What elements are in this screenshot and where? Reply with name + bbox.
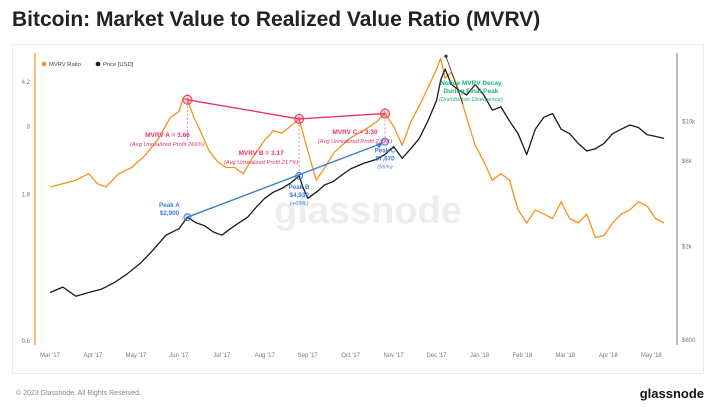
notice-sub: (Distribution Divergence) [439,97,503,103]
x-tick-label: Apr '18 [599,353,618,359]
price-peak-marker [183,213,192,222]
glassnode-logo: glassnode [639,386,704,401]
peak-b-label: Peak B [289,184,310,191]
mvrv-c-sub: (Avg Unrealized Profit 230%) [318,139,393,145]
price-line [49,68,665,297]
x-tick-label: Jun '17 [169,353,189,359]
legend-mvrv-label: MVRV Ratio [49,62,81,68]
x-tick-label: Mar '17 [40,353,60,359]
x-tick-label: Mar '18 [555,353,575,359]
mvrv-b-sub: (Avg Unrealized Profit 217%) [224,160,299,166]
x-tick-label: Oct '17 [341,353,360,359]
mvrv-peak-trend-ab [187,99,300,120]
x-tick-label: Feb '18 [512,353,532,359]
y-right-tick-label: $6k [682,159,693,165]
peak-c-label: Peak C [374,148,395,155]
x-tick-label: Jan '18 [470,353,490,359]
y-left-tick-label: 3 [27,125,31,131]
legend-mvrv-dot [41,61,47,67]
watermark: glassnode [274,190,462,232]
y-right-tick-label: $10k [682,120,696,126]
x-tick-label: May '18 [641,353,662,359]
price-peak-marker [295,171,304,180]
peak-a-value: $2,900 [160,210,180,217]
x-tick-label: Sep '17 [298,353,319,359]
y-left-tick-label: 0.6 [22,339,31,345]
mvrv-c-label: MVRV C = 3.30 [332,129,378,136]
x-tick-label: Apr '17 [84,353,103,359]
mvrv-b-label: MVRV B = 3.17 [238,150,284,157]
x-tick-label: Nov '17 [383,353,404,359]
peak-b-value: $4,930 [289,192,309,199]
x-tick-label: Dec '17 [426,353,447,359]
mvrv-a-sub: (Avg Unrealized Profit 266%) [130,142,205,148]
notice-pointer [445,56,464,105]
y-right-tick-label: $2k [682,245,693,251]
price-trend-arrowhead [375,142,383,149]
y-right-tick-label: $600 [682,338,696,344]
page-title: Bitcoin: Market Value to Realized Value … [12,8,541,31]
x-tick-label: Jul '17 [213,353,231,359]
price-peak-trend [187,142,382,218]
notice-label: Notice MVRV Decay [440,80,502,87]
mvrv-peak-trend-bc [299,112,386,120]
notice-pointer-tip [444,54,448,58]
price-peak-marker [380,137,389,146]
peak-c-change: (56%) [377,165,393,171]
notice-label-2: During Final Peak [443,88,498,95]
chart-frame: 0.6 1.8 3 4.2 $600 $2k $6k $10k Mar '17 Apr '17 Ma… [12,44,704,374]
legend-price-label: Price [USD] [103,62,134,68]
x-tick-label: May '17 [126,353,147,359]
copyright-footer: © 2023 Glassnode. All Rights Reserved. [16,390,142,397]
legend-price-dot [95,61,101,67]
y-left-tick-label: 4.2 [22,80,31,86]
mvrv-chart: 0.6 1.8 3 4.2 $600 $2k $6k $10k Mar '17 Apr '17 Ma… [22,53,696,359]
y-left-tick-label: 1.8 [22,193,31,199]
peak-a-label: Peak A [159,202,180,209]
mvrv-a-label: MVRV A = 3.66 [145,132,190,139]
mvrv-ratio-line [49,57,665,239]
x-tick-label: Aug '17 [255,353,276,359]
peak-b-change: (+65%) [290,201,309,207]
peak-c-value: $7,670 [375,156,395,163]
